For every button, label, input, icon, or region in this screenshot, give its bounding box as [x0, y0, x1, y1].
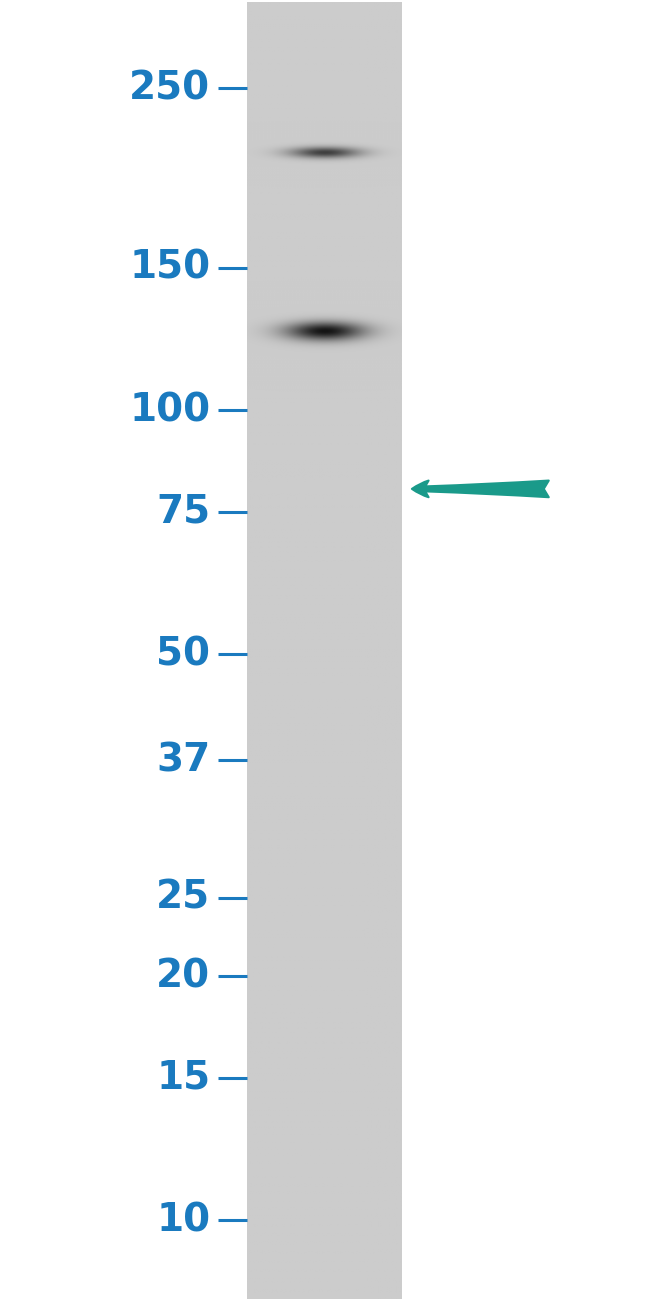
- Text: 150: 150: [129, 248, 211, 287]
- Text: 75: 75: [156, 493, 211, 530]
- Text: 10: 10: [156, 1201, 211, 1239]
- Text: 37: 37: [156, 741, 211, 779]
- Text: 25: 25: [156, 879, 211, 916]
- Text: 15: 15: [156, 1058, 211, 1097]
- Text: 50: 50: [157, 636, 211, 673]
- Text: 250: 250: [129, 69, 211, 107]
- Text: 20: 20: [156, 957, 211, 996]
- Text: 100: 100: [129, 391, 211, 429]
